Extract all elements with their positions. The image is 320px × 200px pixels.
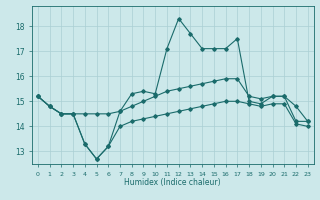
X-axis label: Humidex (Indice chaleur): Humidex (Indice chaleur)	[124, 178, 221, 187]
